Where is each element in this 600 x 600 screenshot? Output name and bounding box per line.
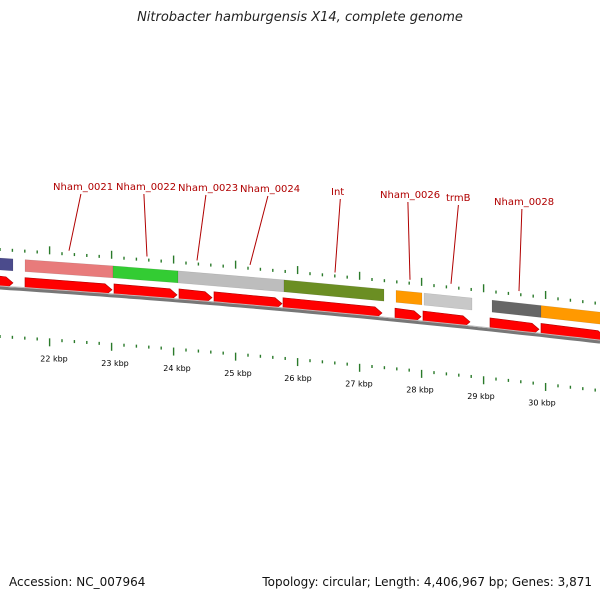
kbp-label: 24 kbp [163,364,191,373]
backbone-line [0,286,600,344]
feature-block [112,265,179,284]
gene-label: trmB [446,193,471,204]
feature-block [491,299,542,318]
feature-block [395,290,423,306]
genome-backbone [0,285,600,344]
feature-block [283,279,385,302]
genome-summary: Topology: circular; Length: 4,406,967 bp… [262,575,592,589]
kbp-label: 26 kbp [284,374,312,383]
leader-line [68,193,82,251]
kbp-label: 28 kbp [406,386,434,395]
gene-label: Nham_0022 [116,182,176,193]
leader-line [334,198,341,273]
feature-block [24,259,114,279]
leader-line [249,195,269,266]
gene-label: Nham_0024 [240,184,300,195]
map-title: Nitrobacter hamburgensis X14, complete g… [137,10,463,25]
inner-ticks [0,335,596,392]
backbone-highlight [0,285,600,341]
gene-label: Nham_0028 [494,197,554,208]
kbp-label: 23 kbp [101,359,129,368]
feature-block [177,270,285,293]
kbp-label: 29 kbp [467,392,495,401]
outer-ticks [0,246,596,305]
kbp-label: 30 kbp [528,399,556,408]
leader-line [196,194,207,261]
gene-label: Int [331,187,344,198]
label-leaders [68,193,523,292]
feature-block [423,292,473,311]
accession-text: Accession: NC_007964 [9,575,146,589]
gene-label: Nham_0026 [380,190,440,201]
gene-arrow [0,275,14,290]
leader-line [407,201,411,280]
kbp-label: 22 kbp [40,355,68,364]
kbp-label: 27 kbp [345,380,373,389]
leader-line [518,208,523,292]
kbp-label: 25 kbp [224,369,252,378]
leader-line [450,204,459,284]
leader-line [143,193,148,257]
kbp-labels: 22 kbp 23 kbp 24 kbp 25 kbp 26 kbp 27 kbp 28 k… [40,355,556,408]
gene-labels: Nham_0021 Nham_0022 Nham_0023 Nham_0024 Int N… [53,182,554,208]
feature-block [0,257,14,272]
gene-label: Nham_0021 [53,182,113,193]
feature-blocks [0,257,600,325]
gene-label: Nham_0023 [178,183,238,194]
feature-block [540,305,600,325]
